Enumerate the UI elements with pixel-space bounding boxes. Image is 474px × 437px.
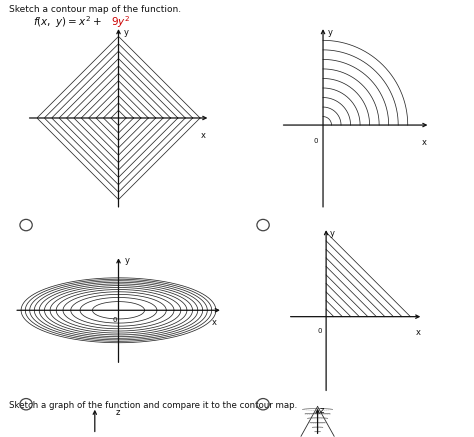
Text: z: z <box>319 406 324 416</box>
Text: Sketch a graph of the function and compare it to the contour map.: Sketch a graph of the function and compa… <box>9 401 298 410</box>
Text: x: x <box>212 318 217 327</box>
Text: 0: 0 <box>313 138 318 144</box>
Text: y: y <box>328 28 333 37</box>
Text: y: y <box>124 28 129 37</box>
Text: 0: 0 <box>317 328 321 334</box>
Text: $f(x,\ y) = x^2 +\ $: $f(x,\ y) = x^2 +\ $ <box>33 14 102 30</box>
Text: x: x <box>422 138 427 147</box>
Text: z: z <box>116 408 120 417</box>
Text: x: x <box>201 131 205 140</box>
Text: Sketch a contour map of the function.: Sketch a contour map of the function. <box>9 5 182 14</box>
Text: 0: 0 <box>112 317 117 323</box>
Text: y: y <box>125 257 130 266</box>
Text: $9y^2$: $9y^2$ <box>111 14 130 30</box>
Text: y: y <box>330 229 335 238</box>
Text: x: x <box>415 328 420 337</box>
